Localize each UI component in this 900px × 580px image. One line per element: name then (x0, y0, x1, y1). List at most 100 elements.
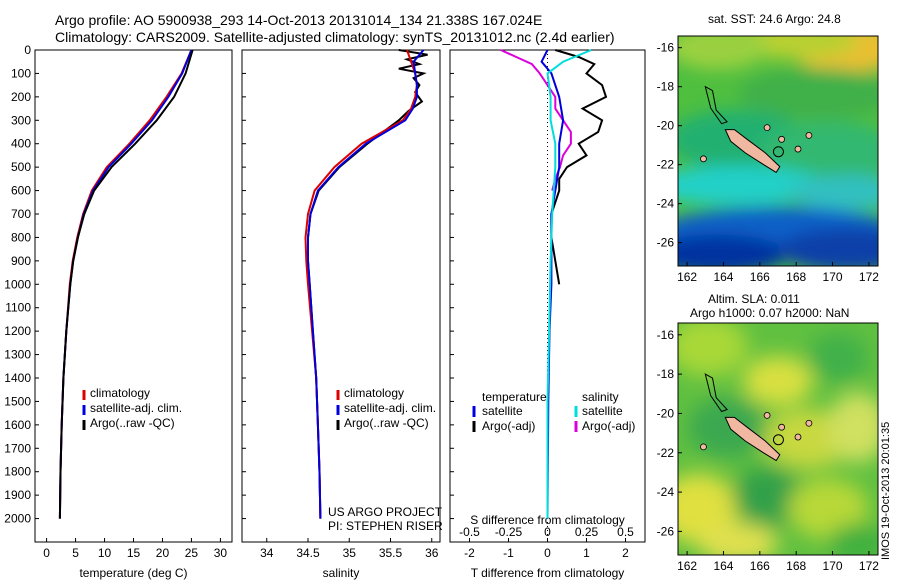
map-blob (758, 121, 878, 181)
legend-entry: satellite-adj. clim. (90, 401, 182, 415)
s-tick-label: 0 (544, 525, 551, 539)
map-frame-4 (677, 322, 879, 556)
temperature-axis-label: temperature (deg C) (79, 566, 187, 580)
lat-tick-label: -20 (657, 406, 675, 420)
small-island (794, 145, 802, 153)
argo-position-marker (772, 146, 784, 158)
y-tick-label: 1600 (4, 418, 31, 432)
x-tick-label: 15 (127, 546, 141, 560)
lon-tick-label: 170 (823, 559, 843, 573)
map-blob (788, 174, 878, 211)
map-blob (828, 392, 878, 463)
y-tick-label: 1100 (5, 301, 31, 315)
y-tick-label: 2000 (4, 512, 31, 526)
legend-title-salinity: salinity (582, 390, 619, 404)
map-blobs (678, 36, 878, 266)
y-tick-label: 1800 (4, 465, 31, 479)
y-tick-label: 400 (11, 137, 31, 151)
small-island (805, 419, 813, 427)
x-tick-label: 5 (72, 546, 79, 560)
legend-entry: Argo(-adj) (582, 419, 635, 433)
lat-tick-label: -22 (657, 158, 675, 172)
small-island (778, 423, 786, 431)
y-tick-label: 1200 (4, 324, 31, 338)
legend-entry: climatology (90, 386, 150, 400)
map-blob (743, 356, 813, 406)
small-island (763, 124, 771, 132)
lat-tick-label: -16 (657, 41, 675, 55)
y-tick-label: 700 (11, 207, 31, 221)
lat-tick-label: -18 (657, 367, 675, 381)
lat-tick-label: -24 (657, 197, 675, 211)
x-tick-label: 25 (185, 546, 199, 560)
lon-tick-label: 168 (786, 270, 806, 284)
island-new-caledonia (724, 129, 781, 174)
x-tick-label: 10 (98, 546, 112, 560)
legend-entry: Argo(..raw -QC) (344, 416, 429, 430)
x-tick-label: -2 (464, 546, 475, 560)
map-blob (678, 36, 768, 70)
map-blob (808, 332, 868, 383)
y-tick-label: 1300 (4, 348, 31, 362)
lon-tick-label: 172 (859, 270, 879, 284)
climatology-title: Climatology: CARS2009. Satellite-adjuste… (55, 29, 615, 45)
small-island (778, 135, 786, 143)
s-tick-label: -0.25 (495, 525, 523, 539)
argo-position-marker (772, 434, 784, 446)
x-tick-label: 35.5 (379, 546, 403, 560)
map-blob (678, 323, 748, 377)
legend-entry: climatology (344, 386, 404, 400)
t-axis-label: T difference from climatology (471, 566, 625, 580)
x-tick-label: 2 (622, 546, 629, 560)
y-tick-label: 1400 (4, 371, 31, 385)
sst-map-title: sat. SST: 24.6 Argo: 24.8 (708, 12, 841, 26)
map-blob (778, 227, 878, 266)
project-annotation: US ARGO PROJECT (328, 505, 443, 519)
salinity-argo-diff (500, 49, 572, 191)
lat-tick-label: -26 (657, 524, 675, 538)
lon-tick-label: 162 (677, 559, 697, 573)
map-frame-3 (677, 35, 879, 267)
legend-title-temperature: temperature (482, 390, 547, 404)
y-tick-label: 1000 (4, 277, 31, 291)
reef-outline (704, 85, 728, 125)
map-blob (678, 234, 788, 266)
temperature-satellite-diff (540, 49, 565, 519)
x-tick-label: 1 (583, 546, 590, 560)
pi-annotation: PI: STEPHEN RISER (328, 519, 443, 533)
lon-tick-label: 166 (750, 559, 770, 573)
lat-tick-label: -24 (657, 485, 675, 499)
lon-tick-label: 170 (823, 270, 843, 284)
temperature-plot-frame (34, 49, 233, 543)
y-tick-label: 100 (11, 66, 31, 80)
small-island (805, 132, 813, 139)
salinity-series-1 (307, 49, 425, 519)
map-blob (698, 523, 778, 555)
lon-tick-label: 172 (859, 559, 879, 573)
map-blob (788, 478, 868, 539)
y-tick-label: 0 (24, 43, 31, 57)
lat-tick-label: -18 (657, 80, 675, 94)
x-tick-label: 0 (544, 546, 551, 560)
map-blob (733, 467, 803, 527)
y-tick-label: 1500 (4, 394, 31, 408)
salinity-plot-frame (241, 49, 441, 543)
y-tick-label: 1900 (4, 488, 31, 502)
lon-tick-label: 162 (677, 270, 697, 284)
map-field-4 (678, 323, 878, 555)
map-blob (738, 68, 878, 119)
x-tick-label: 20 (156, 546, 170, 560)
x-tick-label: 35 (343, 546, 357, 560)
x-tick-label: 30 (214, 546, 228, 560)
small-island (700, 443, 707, 451)
sla-map-title: Altim. SLA: 0.011 (708, 292, 800, 306)
small-island (700, 155, 707, 163)
profile-title: Argo profile: AO 5900938_293 14-Oct-2013… (55, 12, 543, 28)
x-tick-label: 34 (260, 546, 274, 560)
x-tick-label: 0 (43, 546, 50, 560)
small-island (794, 433, 802, 441)
lat-tick-label: -16 (657, 328, 675, 342)
y-tick-label: 600 (11, 184, 31, 198)
s-tick-label: 0.25 (575, 525, 599, 539)
